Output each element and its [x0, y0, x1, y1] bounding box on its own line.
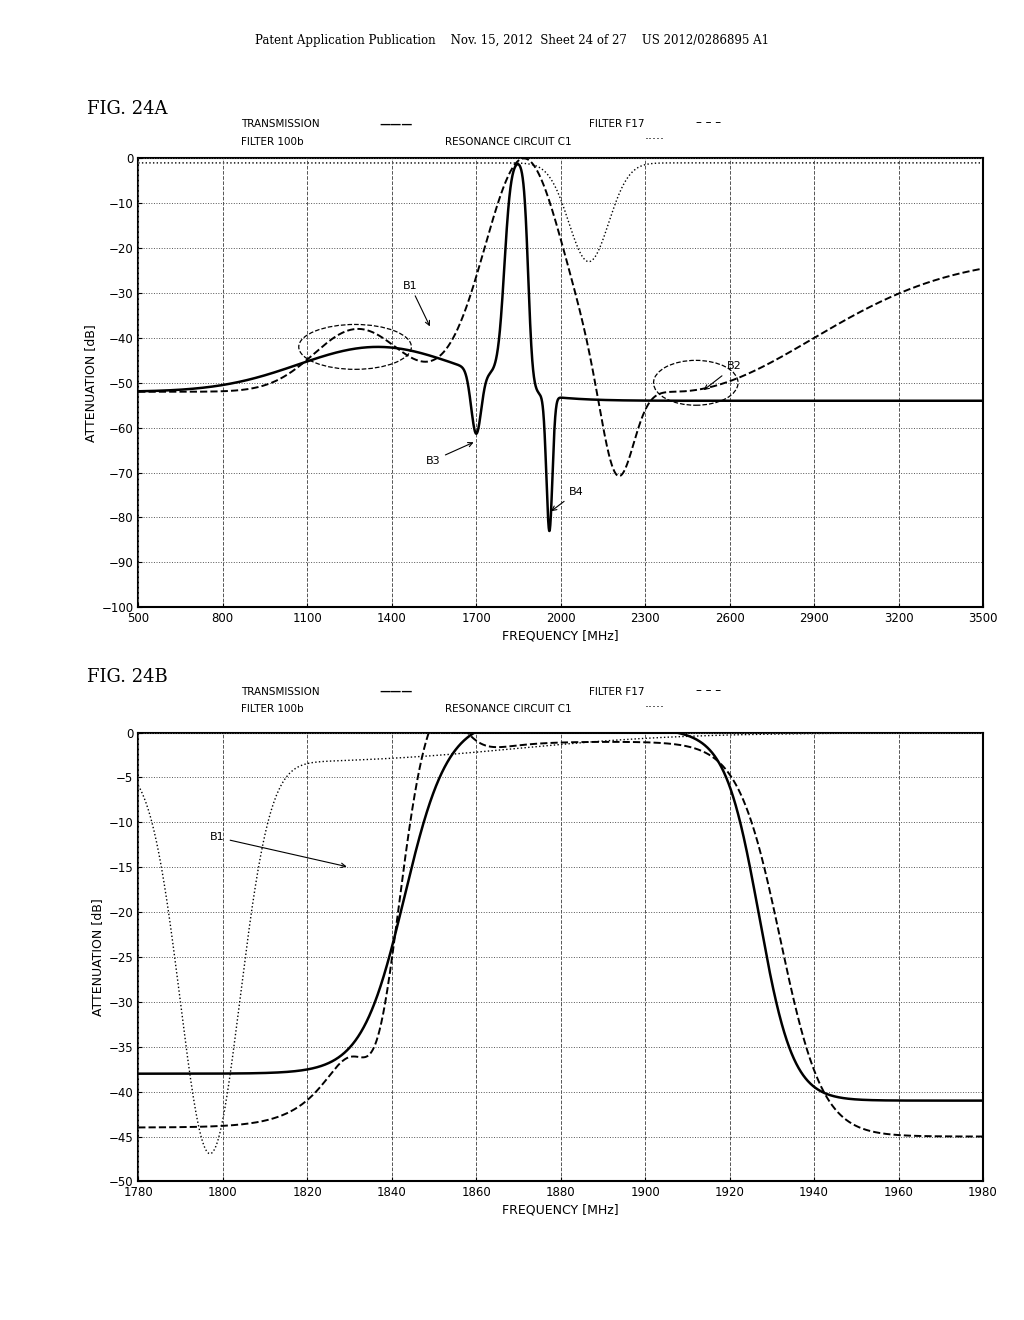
Text: FILTER F17: FILTER F17 [589, 119, 644, 129]
Text: B1: B1 [210, 833, 345, 867]
Text: Patent Application Publication    Nov. 15, 2012  Sheet 24 of 27    US 2012/02868: Patent Application Publication Nov. 15, … [255, 34, 769, 48]
Text: ·····: ····· [645, 133, 666, 147]
Text: FILTER F17: FILTER F17 [589, 686, 644, 697]
Text: RESONANCE CIRCUIT C1: RESONANCE CIRCUIT C1 [445, 704, 572, 714]
Y-axis label: ATTENUATION [dB]: ATTENUATION [dB] [91, 898, 104, 1016]
Text: FILTER 100b: FILTER 100b [241, 704, 303, 714]
Text: ·····: ····· [645, 701, 666, 714]
Text: FILTER 100b: FILTER 100b [241, 136, 303, 147]
Y-axis label: ATTENUATION [dB]: ATTENUATION [dB] [84, 323, 97, 442]
Text: ———: ——— [379, 686, 413, 697]
Text: B3: B3 [426, 442, 472, 466]
Text: – – –: – – – [696, 684, 722, 697]
Text: TRANSMISSION: TRANSMISSION [241, 686, 319, 697]
Text: FIG. 24A: FIG. 24A [87, 100, 168, 119]
X-axis label: FREQUENCY [MHz]: FREQUENCY [MHz] [503, 1204, 618, 1217]
Text: B2: B2 [705, 362, 741, 389]
Text: B4: B4 [552, 487, 584, 511]
Text: TRANSMISSION: TRANSMISSION [241, 119, 319, 129]
Text: FIG. 24B: FIG. 24B [87, 668, 168, 686]
Text: – – –: – – – [696, 116, 722, 129]
Text: B1: B1 [402, 281, 429, 325]
Text: RESONANCE CIRCUIT C1: RESONANCE CIRCUIT C1 [445, 136, 572, 147]
X-axis label: FREQUENCY [MHz]: FREQUENCY [MHz] [503, 630, 618, 643]
Text: ———: ——— [379, 119, 413, 129]
